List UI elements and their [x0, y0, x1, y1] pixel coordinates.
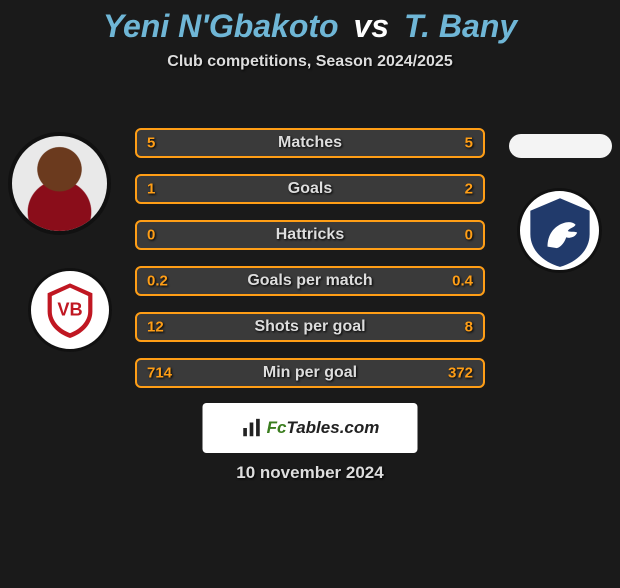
stat-value-left: 714	[147, 365, 172, 382]
stat-value-right: 8	[465, 319, 473, 336]
site-prefix: Fc	[267, 418, 287, 438]
bars-icon	[241, 417, 263, 439]
stat-value-right: 372	[448, 365, 473, 382]
stat-value-left: 12	[147, 319, 164, 336]
stats-table: 5 Matches 5 1 Goals 2 0 Hattricks 0 0.2 Goals per …	[135, 128, 485, 388]
page-title: Yeni N'Gbakoto vs T. Bany	[0, 8, 620, 45]
player1-photo	[8, 132, 111, 235]
site-rest: Tables.com	[286, 418, 379, 438]
player2-name: T. Bany	[404, 8, 517, 44]
stat-row: 12 Shots per goal 8	[135, 312, 485, 342]
stat-label: Min per goal	[263, 364, 357, 382]
stat-label: Goals	[288, 180, 332, 198]
player1-name: Yeni N'Gbakoto	[103, 8, 339, 44]
vb-shield-icon: VB	[35, 275, 105, 345]
stat-row: 1 Goals 2	[135, 174, 485, 204]
stat-label: Shots per goal	[254, 318, 365, 336]
subtitle: Club competitions, Season 2024/2025	[0, 53, 620, 71]
stat-row: 5 Matches 5	[135, 128, 485, 158]
stat-row: 0.2 Goals per match 0.4	[135, 266, 485, 296]
player2-photo-placeholder	[509, 134, 612, 158]
stat-row: 0 Hattricks 0	[135, 220, 485, 250]
stat-value-right: 0.4	[452, 273, 473, 290]
stat-value-right: 2	[465, 181, 473, 198]
footer-date: 10 november 2024	[0, 463, 620, 483]
vs-label: vs	[353, 8, 389, 44]
stat-value-right: 0	[465, 227, 473, 244]
stat-label: Hattricks	[276, 226, 344, 244]
stat-label: Goals per match	[247, 272, 372, 290]
face-silhouette-icon	[12, 136, 107, 231]
stat-row: 714 Min per goal 372	[135, 358, 485, 388]
site-badge[interactable]: FcTables.com	[203, 403, 418, 453]
stat-label: Matches	[278, 134, 342, 152]
player2-club-badge	[517, 188, 602, 273]
stat-value-right: 5	[465, 135, 473, 152]
player1-club-badge: VB	[28, 268, 112, 352]
svg-text:VB: VB	[57, 300, 82, 320]
stat-value-left: 0.2	[147, 273, 168, 290]
randers-badge-icon	[521, 192, 599, 270]
stat-value-left: 5	[147, 135, 155, 152]
stat-value-left: 0	[147, 227, 155, 244]
stat-value-left: 1	[147, 181, 155, 198]
